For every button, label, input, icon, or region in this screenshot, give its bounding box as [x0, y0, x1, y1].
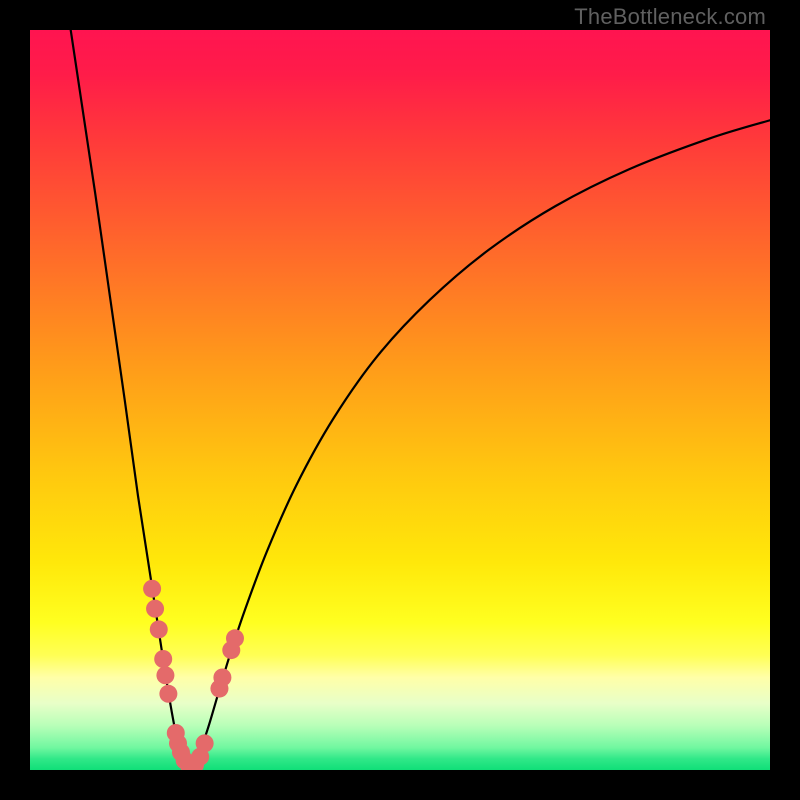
marker-dot [156, 666, 174, 684]
marker-dot [154, 650, 172, 668]
chart-svg [30, 30, 770, 770]
marker-dot [196, 734, 214, 752]
plot-area [30, 30, 770, 770]
gradient-background [30, 30, 770, 770]
marker-dot [150, 620, 168, 638]
watermark-text: TheBottleneck.com [574, 4, 766, 30]
marker-dot [226, 629, 244, 647]
marker-dot [213, 669, 231, 687]
marker-dot [159, 685, 177, 703]
marker-dot [146, 600, 164, 618]
marker-dot [143, 580, 161, 598]
